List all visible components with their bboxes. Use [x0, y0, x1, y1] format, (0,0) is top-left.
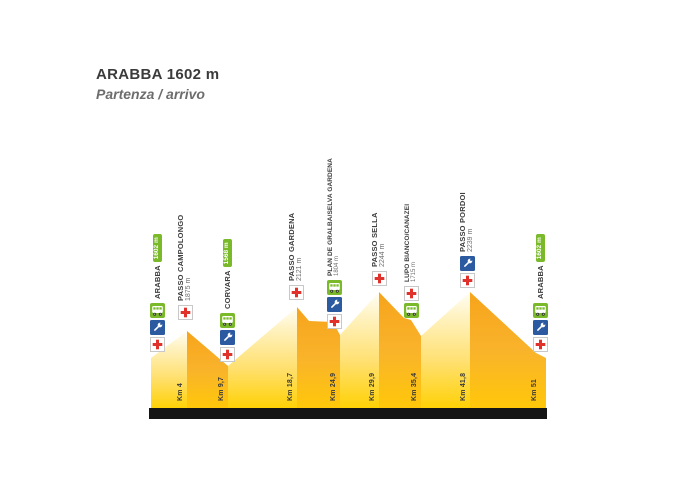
mechanic-wrench-icon	[149, 320, 165, 335]
waypoint-elevation: 2239 m	[467, 228, 474, 252]
waypoint-name: CORVARA	[222, 270, 232, 309]
first-aid-cross-icon	[177, 305, 193, 320]
first-aid-cross-icon	[219, 347, 235, 362]
waypoint-service-icons	[149, 303, 165, 352]
profile-band-descent	[470, 292, 546, 408]
km-marker: Km 41,8	[460, 372, 467, 401]
course-title: ARABBA 1602 m	[96, 66, 220, 83]
waypoint-label: PASSO SELLA 2244 m	[370, 212, 387, 267]
waypoint-name: PASSO GARDENA	[287, 212, 296, 281]
waypoint-label: PASSO GARDENA 2121 m	[287, 212, 304, 281]
start-finish-subtitle: Partenza / arrivo	[96, 86, 205, 102]
profile-band-descent	[379, 292, 421, 408]
mechanic-wrench-icon	[459, 256, 475, 271]
waypoint-service-icons	[219, 313, 235, 362]
waypoint-elevation: 1875 m	[185, 277, 192, 301]
waypoint-name: PASSO PORDOI	[458, 192, 467, 252]
profile-band-descent	[297, 307, 340, 408]
first-aid-cross-icon	[149, 337, 165, 352]
waypoint-service-icons	[532, 303, 548, 352]
km-marker: Km 4	[177, 383, 184, 401]
waypoint-label: ARABBA 1602 m	[152, 234, 163, 299]
mechanic-wrench-icon	[219, 330, 235, 345]
km-marker: Km 29,9	[369, 372, 376, 401]
shuttle-bus-icon	[326, 280, 342, 295]
shuttle-bus-icon	[219, 313, 235, 328]
first-aid-cross-icon	[326, 314, 342, 329]
first-aid-cross-icon	[371, 271, 387, 286]
km-marker: Km 24,9	[330, 372, 337, 401]
waypoint-name: ARABBA	[535, 265, 545, 299]
mechanic-wrench-icon	[532, 320, 548, 335]
waypoint-name: PLAN DE GRALBA/SELVA GARDENA	[327, 158, 334, 276]
waypoint-service-icons	[288, 285, 304, 300]
waypoint-label: LUPO BIANCO/CANAZEI 1715 m	[404, 204, 418, 282]
waypoint-elevation: 1804 m	[334, 255, 340, 276]
waypoint-name: LUPO BIANCO/CANAZEI	[404, 203, 411, 282]
waypoint-service-icons	[459, 256, 475, 288]
profile-band-ascent	[340, 292, 379, 408]
profile-band-descent	[187, 331, 228, 408]
waypoint-service-icons	[371, 271, 387, 286]
baseline-bar	[149, 408, 547, 419]
course-title-block: ARABBA 1602 m Partenza / arrivo	[96, 66, 219, 102]
shuttle-bus-icon	[532, 303, 548, 318]
profile-band-ascent	[228, 307, 297, 408]
waypoint-service-icons	[403, 286, 419, 318]
waypoint-elevation: 1715 m	[411, 261, 417, 282]
waypoint-elevation: 1602 m	[152, 234, 162, 263]
waypoint-name: PASSO SELLA	[370, 212, 379, 267]
waypoint-elevation: 2121 m	[296, 257, 303, 281]
waypoint-label: PASSO PORDOI 2239 m	[458, 192, 475, 252]
shuttle-bus-icon	[149, 303, 165, 318]
first-aid-cross-icon	[288, 285, 304, 300]
waypoint-label: PASSO CAMPOLONGO 1875 m	[176, 214, 193, 301]
km-marker: Km 18,7	[287, 372, 294, 401]
first-aid-cross-icon	[532, 337, 548, 352]
waypoint-service-icons	[326, 280, 342, 329]
mountain-bands	[151, 292, 546, 408]
waypoint-service-icons	[177, 305, 193, 320]
waypoint-label: PLAN DE GRALBA/SELVA GARDENA 1804 m	[327, 158, 341, 276]
waypoint-elevation: 1602 m	[535, 234, 545, 263]
km-marker: Km 51	[531, 378, 538, 401]
waypoint-name: ARABBA	[152, 265, 162, 299]
waypoint-elevation: 2244 m	[379, 243, 386, 267]
km-marker: Km 9,7	[218, 376, 225, 401]
first-aid-cross-icon	[403, 286, 419, 301]
profile-band-ascent	[151, 331, 187, 408]
waypoint-elevation: 1568 m	[222, 239, 232, 268]
shuttle-bus-icon	[403, 303, 419, 318]
mechanic-wrench-icon	[326, 297, 342, 312]
profile-band-ascent	[421, 292, 470, 408]
waypoint-label: ARABBA 1602 m	[535, 234, 546, 299]
first-aid-cross-icon	[459, 273, 475, 288]
waypoint-name: PASSO CAMPOLONGO	[176, 214, 185, 301]
km-marker: Km 35,4	[411, 372, 418, 401]
waypoint-label: CORVARA 1568 m	[222, 239, 233, 309]
